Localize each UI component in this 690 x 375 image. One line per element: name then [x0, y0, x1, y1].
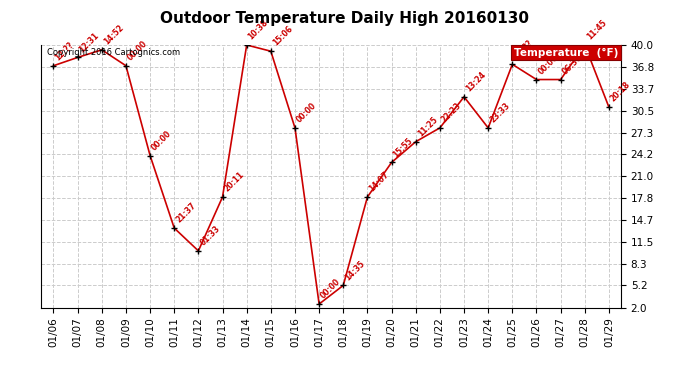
- Text: 11:45: 11:45: [584, 18, 608, 42]
- Text: 14:52: 14:52: [101, 23, 125, 46]
- Text: 23:33: 23:33: [488, 101, 511, 124]
- Text: 00:00: 00:00: [295, 101, 318, 124]
- Text: 13:24: 13:24: [464, 70, 487, 93]
- Text: 20:11: 20:11: [222, 170, 246, 194]
- Text: 14:07: 14:07: [367, 170, 391, 194]
- Text: Outdoor Temperature Daily High 20160130: Outdoor Temperature Daily High 20160130: [161, 11, 529, 26]
- Text: 15:55: 15:55: [391, 136, 415, 159]
- Text: 12:??: 12:??: [512, 39, 535, 61]
- Text: 06:36: 06:36: [560, 53, 584, 76]
- Text: 12:31: 12:31: [77, 30, 101, 54]
- Text: 00:00: 00:00: [126, 39, 149, 62]
- Text: 00:00: 00:00: [150, 129, 173, 152]
- Text: Temperature  (°F): Temperature (°F): [514, 48, 618, 58]
- Text: 20:18: 20:18: [609, 80, 633, 104]
- Text: 01:33: 01:33: [199, 224, 221, 248]
- Text: 12:??: 12:??: [54, 40, 76, 62]
- Text: 11:25: 11:25: [415, 115, 439, 138]
- Text: 00:00: 00:00: [319, 277, 342, 301]
- Text: 00:00: 00:00: [536, 53, 560, 76]
- Text: Copyright 2016 Cartognics.com: Copyright 2016 Cartognics.com: [47, 48, 180, 57]
- Text: 10:38: 10:38: [246, 18, 270, 42]
- Text: 21:37: 21:37: [174, 201, 198, 225]
- Text: 14:35: 14:35: [344, 259, 366, 282]
- Text: 15:06: 15:06: [270, 24, 294, 48]
- Text: 22:23: 22:23: [440, 101, 463, 124]
